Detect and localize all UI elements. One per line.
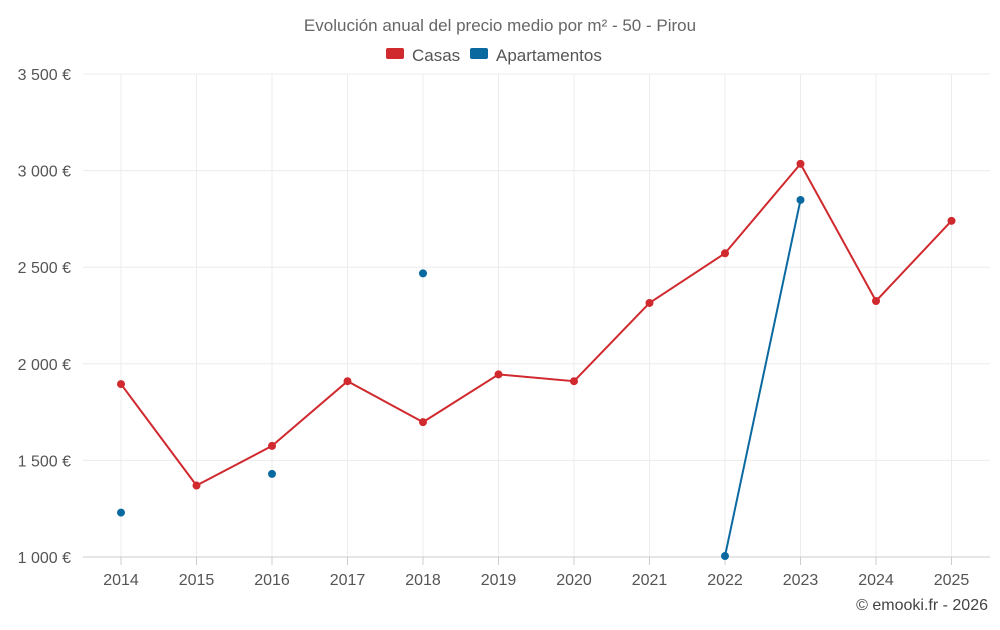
series-line-casas [120,162,953,487]
data-point-casas [419,418,427,427]
data-point-casas [343,377,352,386]
data-point-casas [268,441,276,450]
y-tick-label: 2 500 € [18,260,71,277]
data-point-casas [570,377,578,386]
legend-item-apartamentos[interactable]: Apartamentos [470,46,602,65]
x-tick-label: 2015 [179,572,215,589]
legend-swatch-casas [386,48,404,59]
data-point-apartamentos [796,195,805,204]
x-tick-label: 2020 [556,572,592,589]
series-line-apartamentos [724,199,802,557]
data-point-casas [947,216,956,225]
data-point-casas [192,481,201,490]
legend-item-casas[interactable]: Casas [386,46,460,65]
y-tick-label: 3 000 € [18,164,71,181]
data-point-apartamentos [117,508,125,517]
credit-text: © emooki.fr - 2026 [856,597,988,614]
x-tick-label: 2016 [254,572,290,589]
data-point-casas [117,380,125,389]
y-tick-label: 3 500 € [18,67,71,84]
x-tick-label: 2023 [783,572,819,589]
data-point-casas [872,297,880,306]
x-tick-label: 2014 [103,572,139,589]
legend: Casas Apartamentos [386,46,602,65]
y-tick-label: 2 000 € [18,357,71,374]
data-point-apartamentos [419,269,427,278]
x-tick-label: 2019 [481,572,517,589]
grid [83,73,990,557]
chart-title: Evolución anual del precio medio por m² … [304,16,696,35]
x-tick-label: 2024 [858,572,894,589]
data-point-apartamentos [268,469,276,478]
legend-label-casas: Casas [412,46,460,65]
data-point-casas [494,370,503,379]
series-casas [117,159,956,490]
legend-swatch-apartamentos [470,48,488,59]
series-apartamentos [117,195,805,561]
series [117,159,956,561]
y-tick-label: 1 500 € [18,453,71,470]
data-point-casas [796,159,805,168]
x-tick-label: 2017 [330,572,366,589]
data-point-casas [645,298,654,307]
legend-label-apartamentos: Apartamentos [496,46,602,65]
axes: 1 000 € 1 500 € 2 000 € 2 500 € 3 000 € 3 500… [18,67,990,589]
data-point-apartamentos [721,552,729,561]
x-tick-label: 2022 [707,572,743,589]
data-point-casas [721,249,729,258]
x-tick-label: 2018 [405,572,441,589]
x-tick-label: 2025 [934,572,970,589]
x-tick-label: 2021 [632,572,668,589]
y-tick-label: 1 000 € [18,550,71,567]
